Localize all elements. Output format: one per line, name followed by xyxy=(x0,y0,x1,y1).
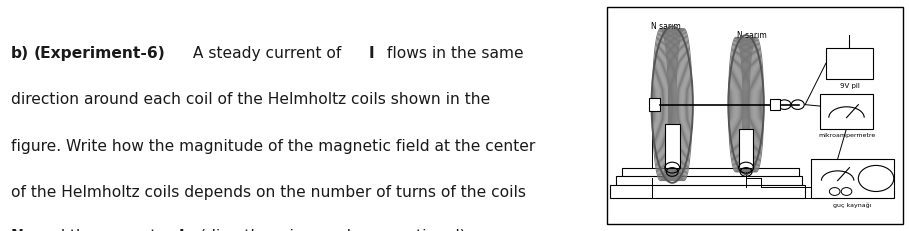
Text: figure. Write how the magnitude of the magnetic field at the center: figure. Write how the magnitude of the m… xyxy=(11,139,535,154)
Text: and the current: and the current xyxy=(31,229,161,231)
Text: flows in the same: flows in the same xyxy=(382,46,524,61)
Ellipse shape xyxy=(741,40,751,170)
Text: A steady current of: A steady current of xyxy=(188,46,346,61)
Bar xyxy=(607,7,903,224)
Text: (Experiment-6): (Experiment-6) xyxy=(34,46,165,61)
Text: I: I xyxy=(368,46,374,61)
Bar xyxy=(770,99,780,110)
Bar xyxy=(820,94,874,128)
Text: of the Helmholtz coils depends on the number of turns of the coils: of the Helmholtz coils depends on the nu… xyxy=(11,185,526,200)
Bar xyxy=(811,159,894,198)
Text: (directly or inversely proportional): (directly or inversely proportional) xyxy=(195,229,466,231)
Bar xyxy=(739,128,754,168)
Text: N: N xyxy=(11,229,24,231)
Ellipse shape xyxy=(666,31,678,179)
Text: mikroampermetre: mikroampermetre xyxy=(818,133,875,138)
Text: N sarım: N sarım xyxy=(737,31,767,40)
Bar xyxy=(826,48,874,79)
Bar xyxy=(622,168,799,179)
Bar xyxy=(610,185,805,198)
Text: I.: I. xyxy=(178,229,190,231)
Text: N sarım: N sarım xyxy=(652,22,681,31)
Text: + −: + − xyxy=(841,59,858,68)
Bar xyxy=(649,98,660,111)
Text: 9V pil: 9V pil xyxy=(840,83,859,89)
Bar xyxy=(664,124,680,168)
Text: direction around each coil of the Helmholtz coils shown in the: direction around each coil of the Helmho… xyxy=(11,92,490,107)
Text: guç kaynağı: guç kaynağı xyxy=(834,202,872,208)
Bar xyxy=(616,176,803,187)
Text: b): b) xyxy=(11,46,29,61)
